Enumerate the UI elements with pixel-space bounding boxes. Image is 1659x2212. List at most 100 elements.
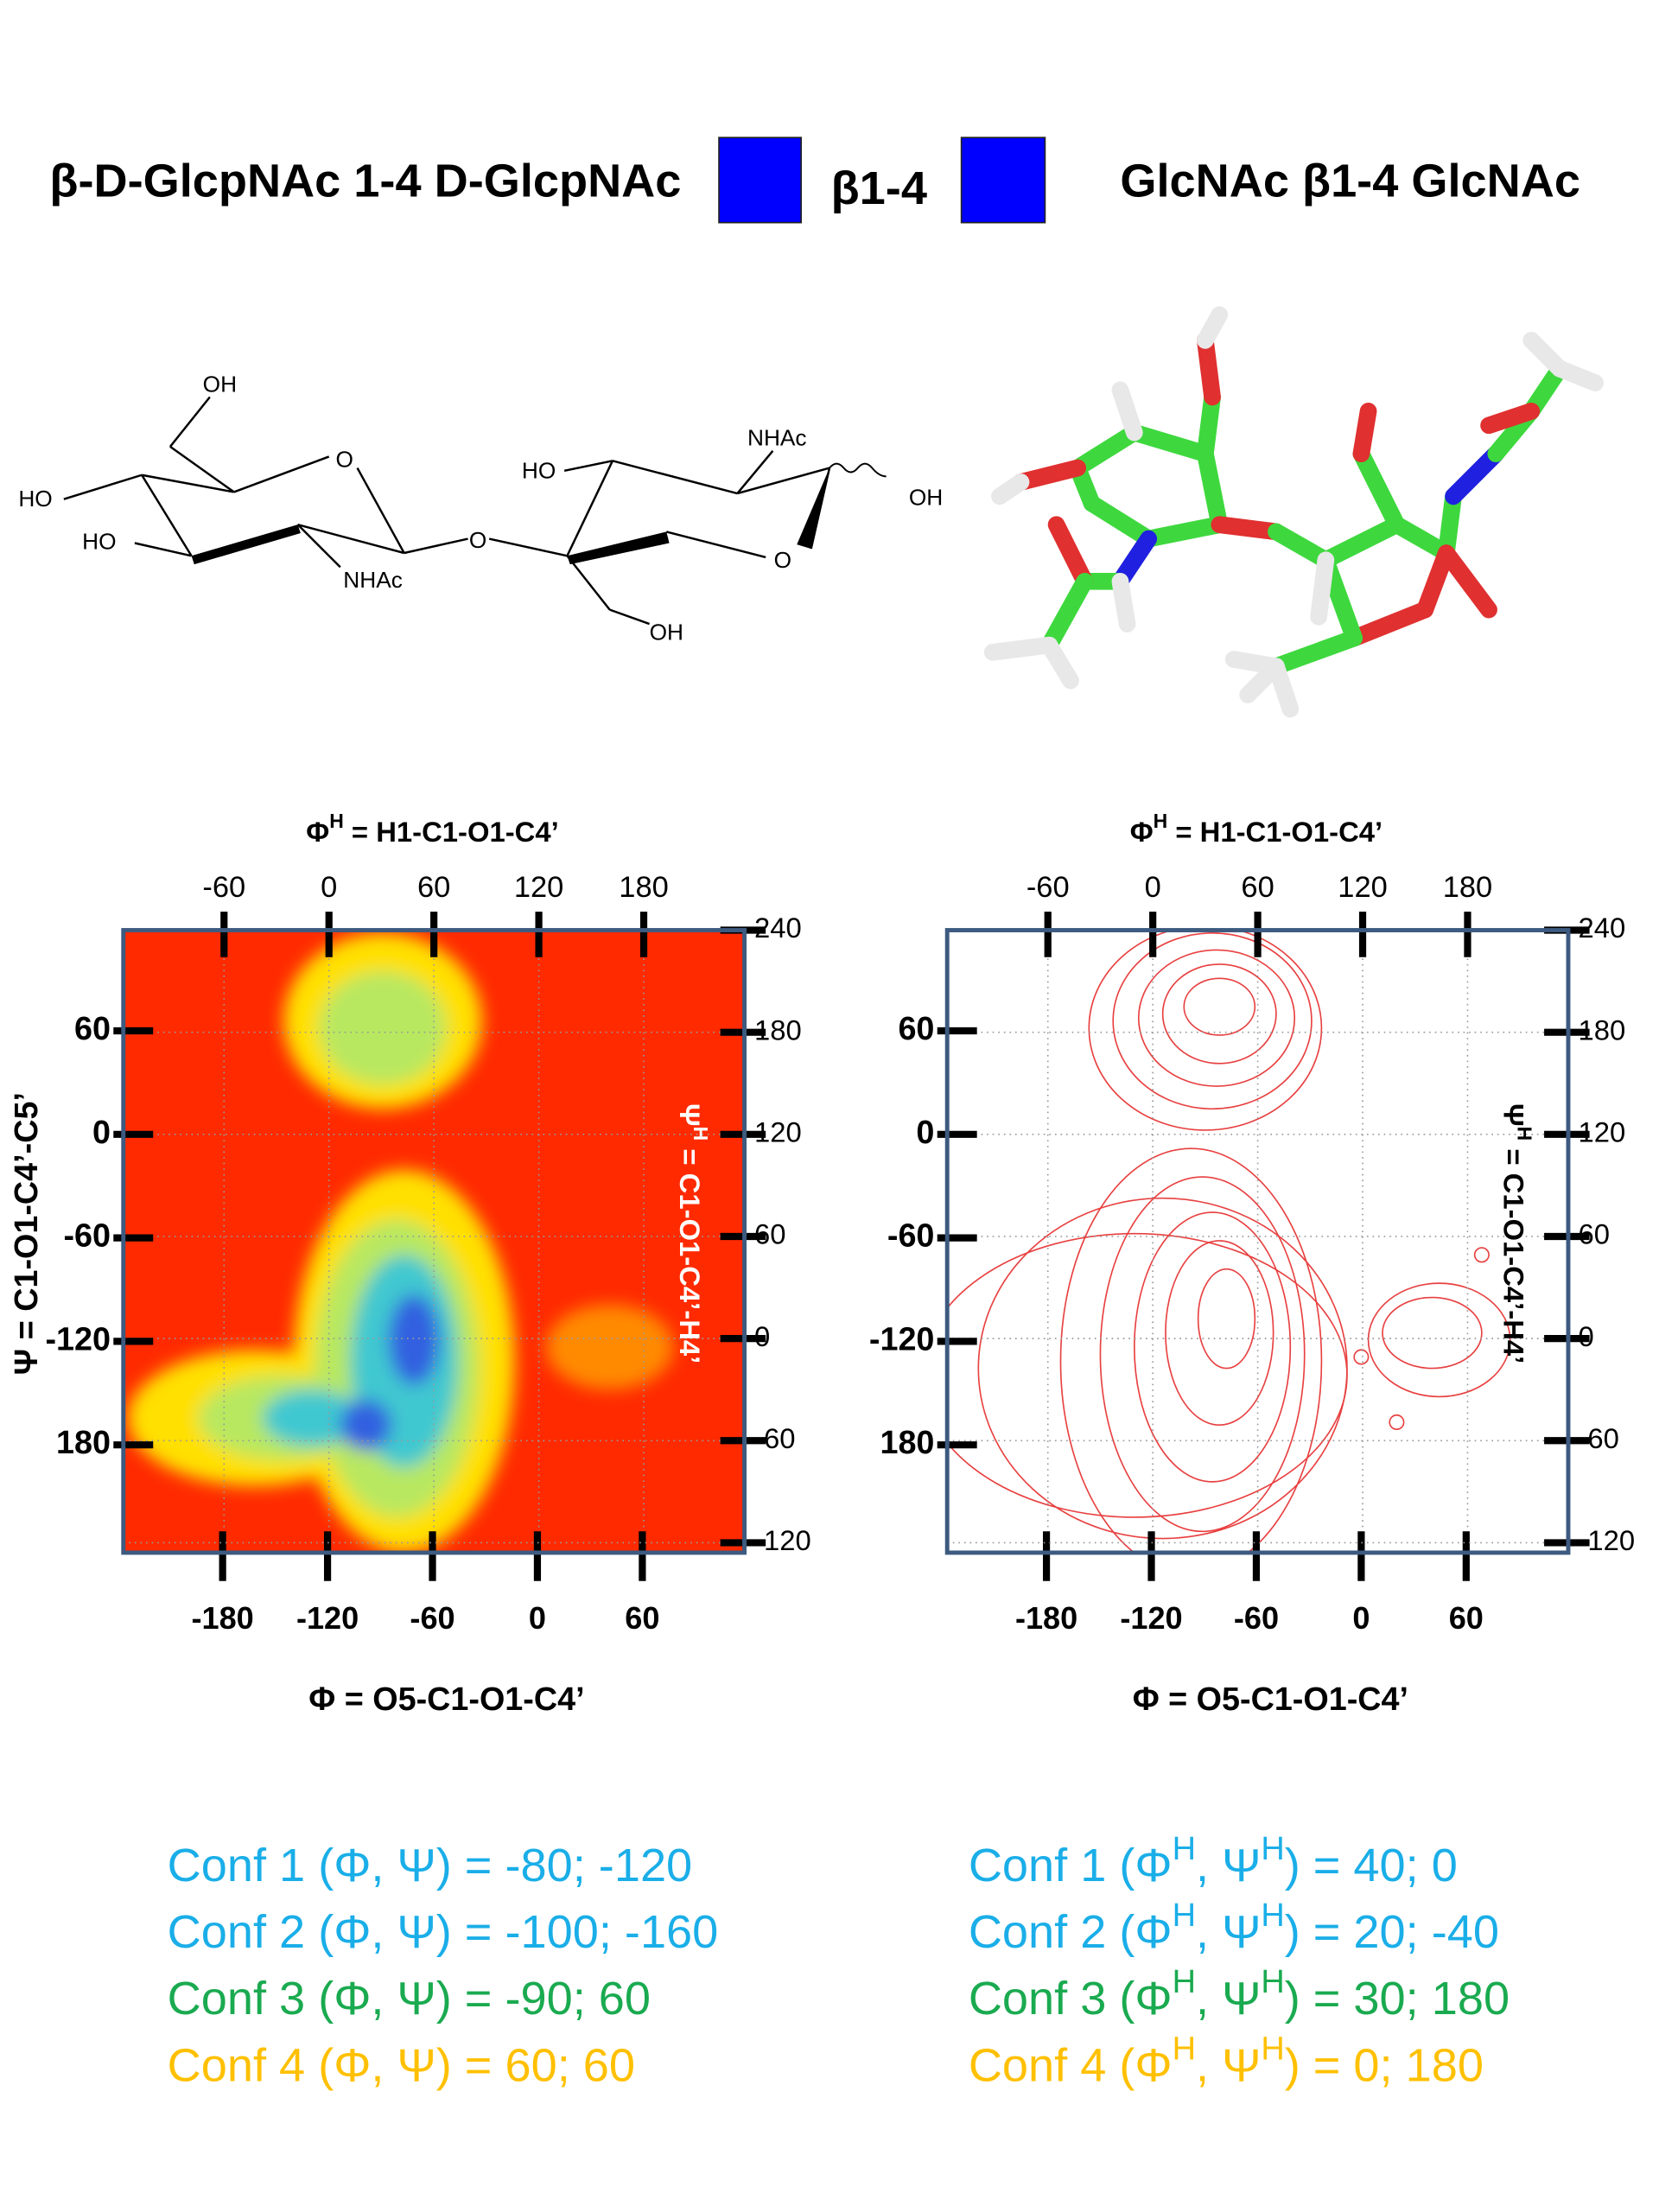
contour (1197, 1268, 1256, 1370)
conformation-part: Conf 1 (Φ (969, 1840, 1173, 1891)
heatmap-region (340, 1399, 391, 1451)
molecule-stick (1197, 306, 1229, 349)
heatmap-region (388, 1294, 440, 1386)
top-axis-title-part: = H1-C1-O1-C4’ (1167, 816, 1382, 848)
conformation-part: Conf 2 (Φ, Ψ) = -100; -160 (168, 1906, 719, 1958)
bottom-axis-title: Φ = O5-C1-O1-C4’ (308, 1681, 584, 1717)
conformation-part: ) = 40; 0 (1285, 1840, 1458, 1891)
bottom-tick-label: -120 (1120, 1600, 1182, 1636)
left-tick-label: 0 (92, 1114, 111, 1150)
right-tick-label: 240 (1578, 912, 1625, 944)
atom-label: OH (650, 619, 683, 645)
atom-label: OH (203, 371, 237, 397)
left-tick-label: 60 (898, 1010, 934, 1046)
contour (1165, 1240, 1274, 1427)
bond (609, 608, 651, 626)
right-axis-title-part: H (1513, 1127, 1535, 1141)
conformation-part: , Ψ (1196, 2040, 1261, 2092)
molecule-stick (1211, 516, 1285, 541)
conformation-part: H (1173, 1831, 1196, 1867)
molecule-stick (1012, 459, 1087, 491)
wavy-bond (829, 462, 887, 478)
contour (1099, 1176, 1306, 1533)
molecule-stick (1040, 636, 1079, 690)
plot-area (947, 930, 1511, 1553)
bond (233, 455, 330, 493)
bond (63, 474, 143, 500)
right-tick-label: 120 (1578, 1116, 1625, 1147)
bond (612, 460, 738, 495)
conformation-part: H (1261, 1897, 1284, 1934)
conformation-part: H (1261, 2031, 1284, 2067)
left-tick-label: 180 (880, 1424, 934, 1460)
atom-label: NHAc (747, 425, 807, 451)
conformation: Conf 3 (ΦH, ΨH) = 30; 180 (969, 1964, 1510, 2024)
right-tick-label: -120 (754, 1524, 811, 1556)
molecule-stick (1069, 423, 1143, 477)
contour (1161, 963, 1277, 1065)
bottom-tick-label: -60 (1234, 1600, 1279, 1636)
bond (488, 537, 568, 557)
bottom-tick-label: 60 (1449, 1600, 1484, 1636)
contour (1137, 949, 1296, 1087)
molecule-stick (1345, 601, 1434, 647)
top-tick-label: 120 (514, 871, 563, 904)
conformation-part: Conf 4 (Φ (969, 2040, 1173, 2092)
atom-label: HO (82, 528, 116, 554)
contour (1389, 1414, 1405, 1430)
conformation-part: , Ψ (1196, 1973, 1261, 2024)
molecule-stick (1438, 487, 1462, 562)
top-axis-title-part: = H1-C1-O1-C4’ (344, 816, 559, 848)
bond (563, 460, 613, 473)
bond (297, 523, 405, 555)
top-tick-label: 60 (417, 871, 450, 904)
wedge-bond (797, 467, 830, 550)
right-axis-title-part: Ψ (674, 1103, 706, 1127)
molecule-stick (1522, 359, 1568, 420)
conformation: Conf 1 (Φ, Ψ) = -80; -120 (168, 1840, 693, 1891)
bottom-axis-title: Φ = O5-C1-O1-C4’ (1133, 1681, 1408, 1717)
conformation-part: H (1173, 1897, 1196, 1934)
conformation: Conf 2 (Φ, Ψ) = -100; -160 (168, 1906, 719, 1958)
molecule-stick (1268, 629, 1363, 676)
left-tick-label: -120 (45, 1320, 111, 1357)
bond (168, 396, 211, 448)
bond (736, 450, 774, 494)
top-tick-label: 180 (619, 871, 668, 904)
atom-label: NHAc (343, 567, 403, 593)
conformation-part: H (1261, 1831, 1284, 1867)
right-tick-label: -120 (1578, 1524, 1635, 1556)
bond (404, 537, 468, 555)
bottom-tick-label: -180 (1015, 1600, 1077, 1636)
contour (1367, 1282, 1511, 1398)
left-tick-label: 180 (56, 1424, 111, 1460)
conformation-part: , Ψ (1196, 1906, 1261, 1958)
conformation-part: Conf 1 (Φ, Ψ) = -80; -120 (168, 1840, 693, 1891)
contour (1473, 1247, 1490, 1263)
molecule-stick (1197, 331, 1221, 406)
contour (1112, 931, 1313, 1110)
top-axis-title: ΦH = H1-C1-O1-C4’ (1130, 810, 1382, 848)
left-tick-label: 60 (74, 1010, 111, 1046)
conformation-part: ) = 30; 180 (1285, 1973, 1510, 2024)
bottom-tick-label: -120 (296, 1600, 359, 1636)
plot-frame (944, 928, 1571, 1555)
top-tick-label: 60 (1241, 871, 1274, 904)
top-tick-label: -60 (202, 871, 245, 904)
contour (1183, 977, 1256, 1036)
bond (134, 542, 192, 557)
conformation-part: H (1261, 1964, 1284, 2000)
bottom-tick-label: 0 (529, 1600, 546, 1636)
molecule-stick (983, 636, 1058, 661)
molecule-stick (991, 474, 1030, 505)
right-tick-label: 0 (754, 1320, 770, 1352)
bond (665, 531, 766, 559)
bond (141, 474, 234, 493)
top-tick-label: 180 (1443, 871, 1492, 904)
conformation-part: H (1173, 1964, 1196, 2000)
right-tick-label: 180 (1578, 1014, 1625, 1046)
atom-label: O (336, 446, 353, 472)
atom-label: HO (522, 457, 556, 483)
right-axis-title-part: = C1-O1-C4’-H4’ (674, 1141, 706, 1363)
contour (977, 1197, 1348, 1540)
